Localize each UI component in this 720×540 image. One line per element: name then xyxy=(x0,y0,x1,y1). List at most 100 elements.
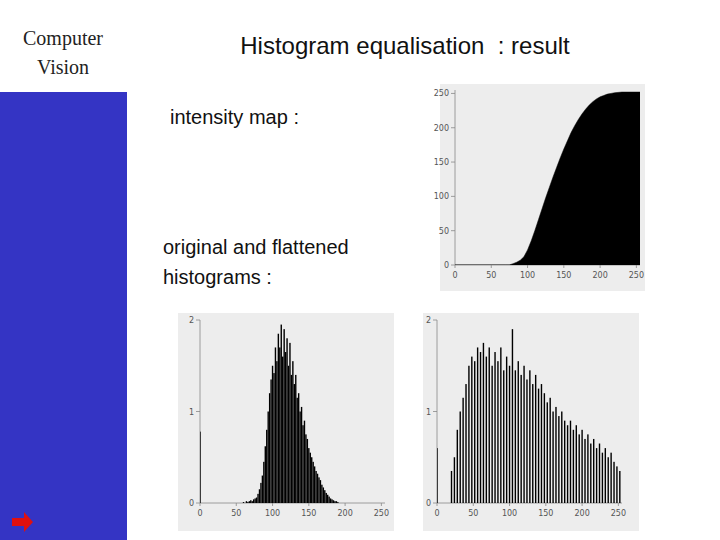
bar xyxy=(302,425,303,503)
side-title: Computer xyxy=(23,27,103,50)
bar xyxy=(535,375,536,503)
bar xyxy=(281,325,282,503)
background xyxy=(0,0,720,540)
slide: ComputerVisionHistogram equalisation : r… xyxy=(0,0,720,540)
y-tick xyxy=(433,503,437,504)
y-tick-label: 0 xyxy=(426,499,431,508)
bar xyxy=(283,329,284,503)
x-tick-label: 150 xyxy=(301,509,316,518)
bar xyxy=(471,357,472,503)
y-tick-label: 1 xyxy=(426,408,431,417)
bar xyxy=(480,352,481,503)
bar xyxy=(558,416,559,503)
bar xyxy=(454,457,455,503)
bar xyxy=(275,347,276,503)
x-tick xyxy=(272,503,273,506)
x-tick xyxy=(491,265,492,268)
bar xyxy=(297,398,298,503)
bar xyxy=(315,471,316,503)
plot-data xyxy=(437,329,621,503)
chart: 050100150200250012 xyxy=(178,313,394,531)
y-tick-label: 250 xyxy=(434,89,449,98)
bar xyxy=(262,476,263,503)
bar xyxy=(320,480,321,503)
bar xyxy=(529,370,530,503)
y-tick xyxy=(451,93,455,94)
x-tick xyxy=(236,503,237,506)
bar xyxy=(301,407,302,503)
bar xyxy=(252,501,253,503)
bar xyxy=(266,430,267,503)
bar xyxy=(334,501,335,503)
bar xyxy=(587,434,588,503)
y-tick-label: 1 xyxy=(189,408,194,417)
bar xyxy=(304,421,305,503)
bar xyxy=(246,501,247,503)
bar xyxy=(298,393,299,503)
bar xyxy=(253,499,254,503)
x-tick xyxy=(545,503,546,506)
y-tick xyxy=(196,411,200,412)
y-tick xyxy=(451,230,455,231)
x-tick-label: 50 xyxy=(468,509,478,518)
y-tick xyxy=(451,162,455,163)
y-tick-label: 100 xyxy=(434,192,449,201)
x-tick-label: 200 xyxy=(337,509,352,518)
bar xyxy=(619,471,620,503)
bar xyxy=(289,343,290,503)
bar xyxy=(333,500,334,503)
x-tick-label: 150 xyxy=(538,509,553,518)
y-tick-label: 2 xyxy=(426,316,431,325)
bar xyxy=(314,466,315,503)
side-title: Vision xyxy=(37,56,89,78)
x-tick xyxy=(200,503,201,506)
x-tick-label: 150 xyxy=(556,271,571,280)
x-tick-label: 50 xyxy=(486,271,496,280)
bar xyxy=(288,366,289,503)
x-tick xyxy=(636,265,637,268)
bar xyxy=(323,487,324,503)
bar xyxy=(489,347,490,503)
y-tick xyxy=(451,265,455,266)
bar xyxy=(512,329,513,503)
bar xyxy=(474,361,475,503)
chart: 050100150200250050100150200250 xyxy=(434,84,645,291)
bar xyxy=(584,439,585,503)
x-tick-label: 200 xyxy=(592,271,607,280)
y-tick-label: 0 xyxy=(444,261,449,270)
bar xyxy=(310,453,311,503)
bar xyxy=(263,462,264,503)
bar xyxy=(605,448,606,503)
bar xyxy=(465,384,466,503)
bar xyxy=(477,347,478,503)
bar xyxy=(324,490,325,503)
bar xyxy=(613,462,614,503)
bar xyxy=(564,421,565,503)
bar xyxy=(260,483,261,503)
bar xyxy=(267,412,268,504)
sidebar xyxy=(0,92,127,540)
bar xyxy=(292,361,293,503)
bar xyxy=(285,352,286,503)
bar xyxy=(602,453,603,503)
bar xyxy=(581,430,582,503)
y-tick-label: 150 xyxy=(434,158,449,167)
x-tick-label: 250 xyxy=(629,271,644,280)
bar xyxy=(576,425,577,503)
x-tick xyxy=(345,503,346,506)
x-tick xyxy=(618,503,619,506)
bar xyxy=(610,453,611,503)
bar xyxy=(486,357,487,503)
bar xyxy=(494,352,495,503)
bar xyxy=(500,347,501,503)
x-tick-label: 0 xyxy=(197,509,202,518)
bar xyxy=(336,501,337,503)
chart: 050100150200250012 xyxy=(423,313,639,531)
x-tick xyxy=(473,503,474,506)
x-tick-label: 200 xyxy=(574,509,589,518)
bar xyxy=(457,430,458,503)
x-tick-label: 100 xyxy=(502,509,517,518)
x-tick-label: 0 xyxy=(434,509,439,518)
bar xyxy=(279,347,280,503)
bar xyxy=(506,357,507,503)
